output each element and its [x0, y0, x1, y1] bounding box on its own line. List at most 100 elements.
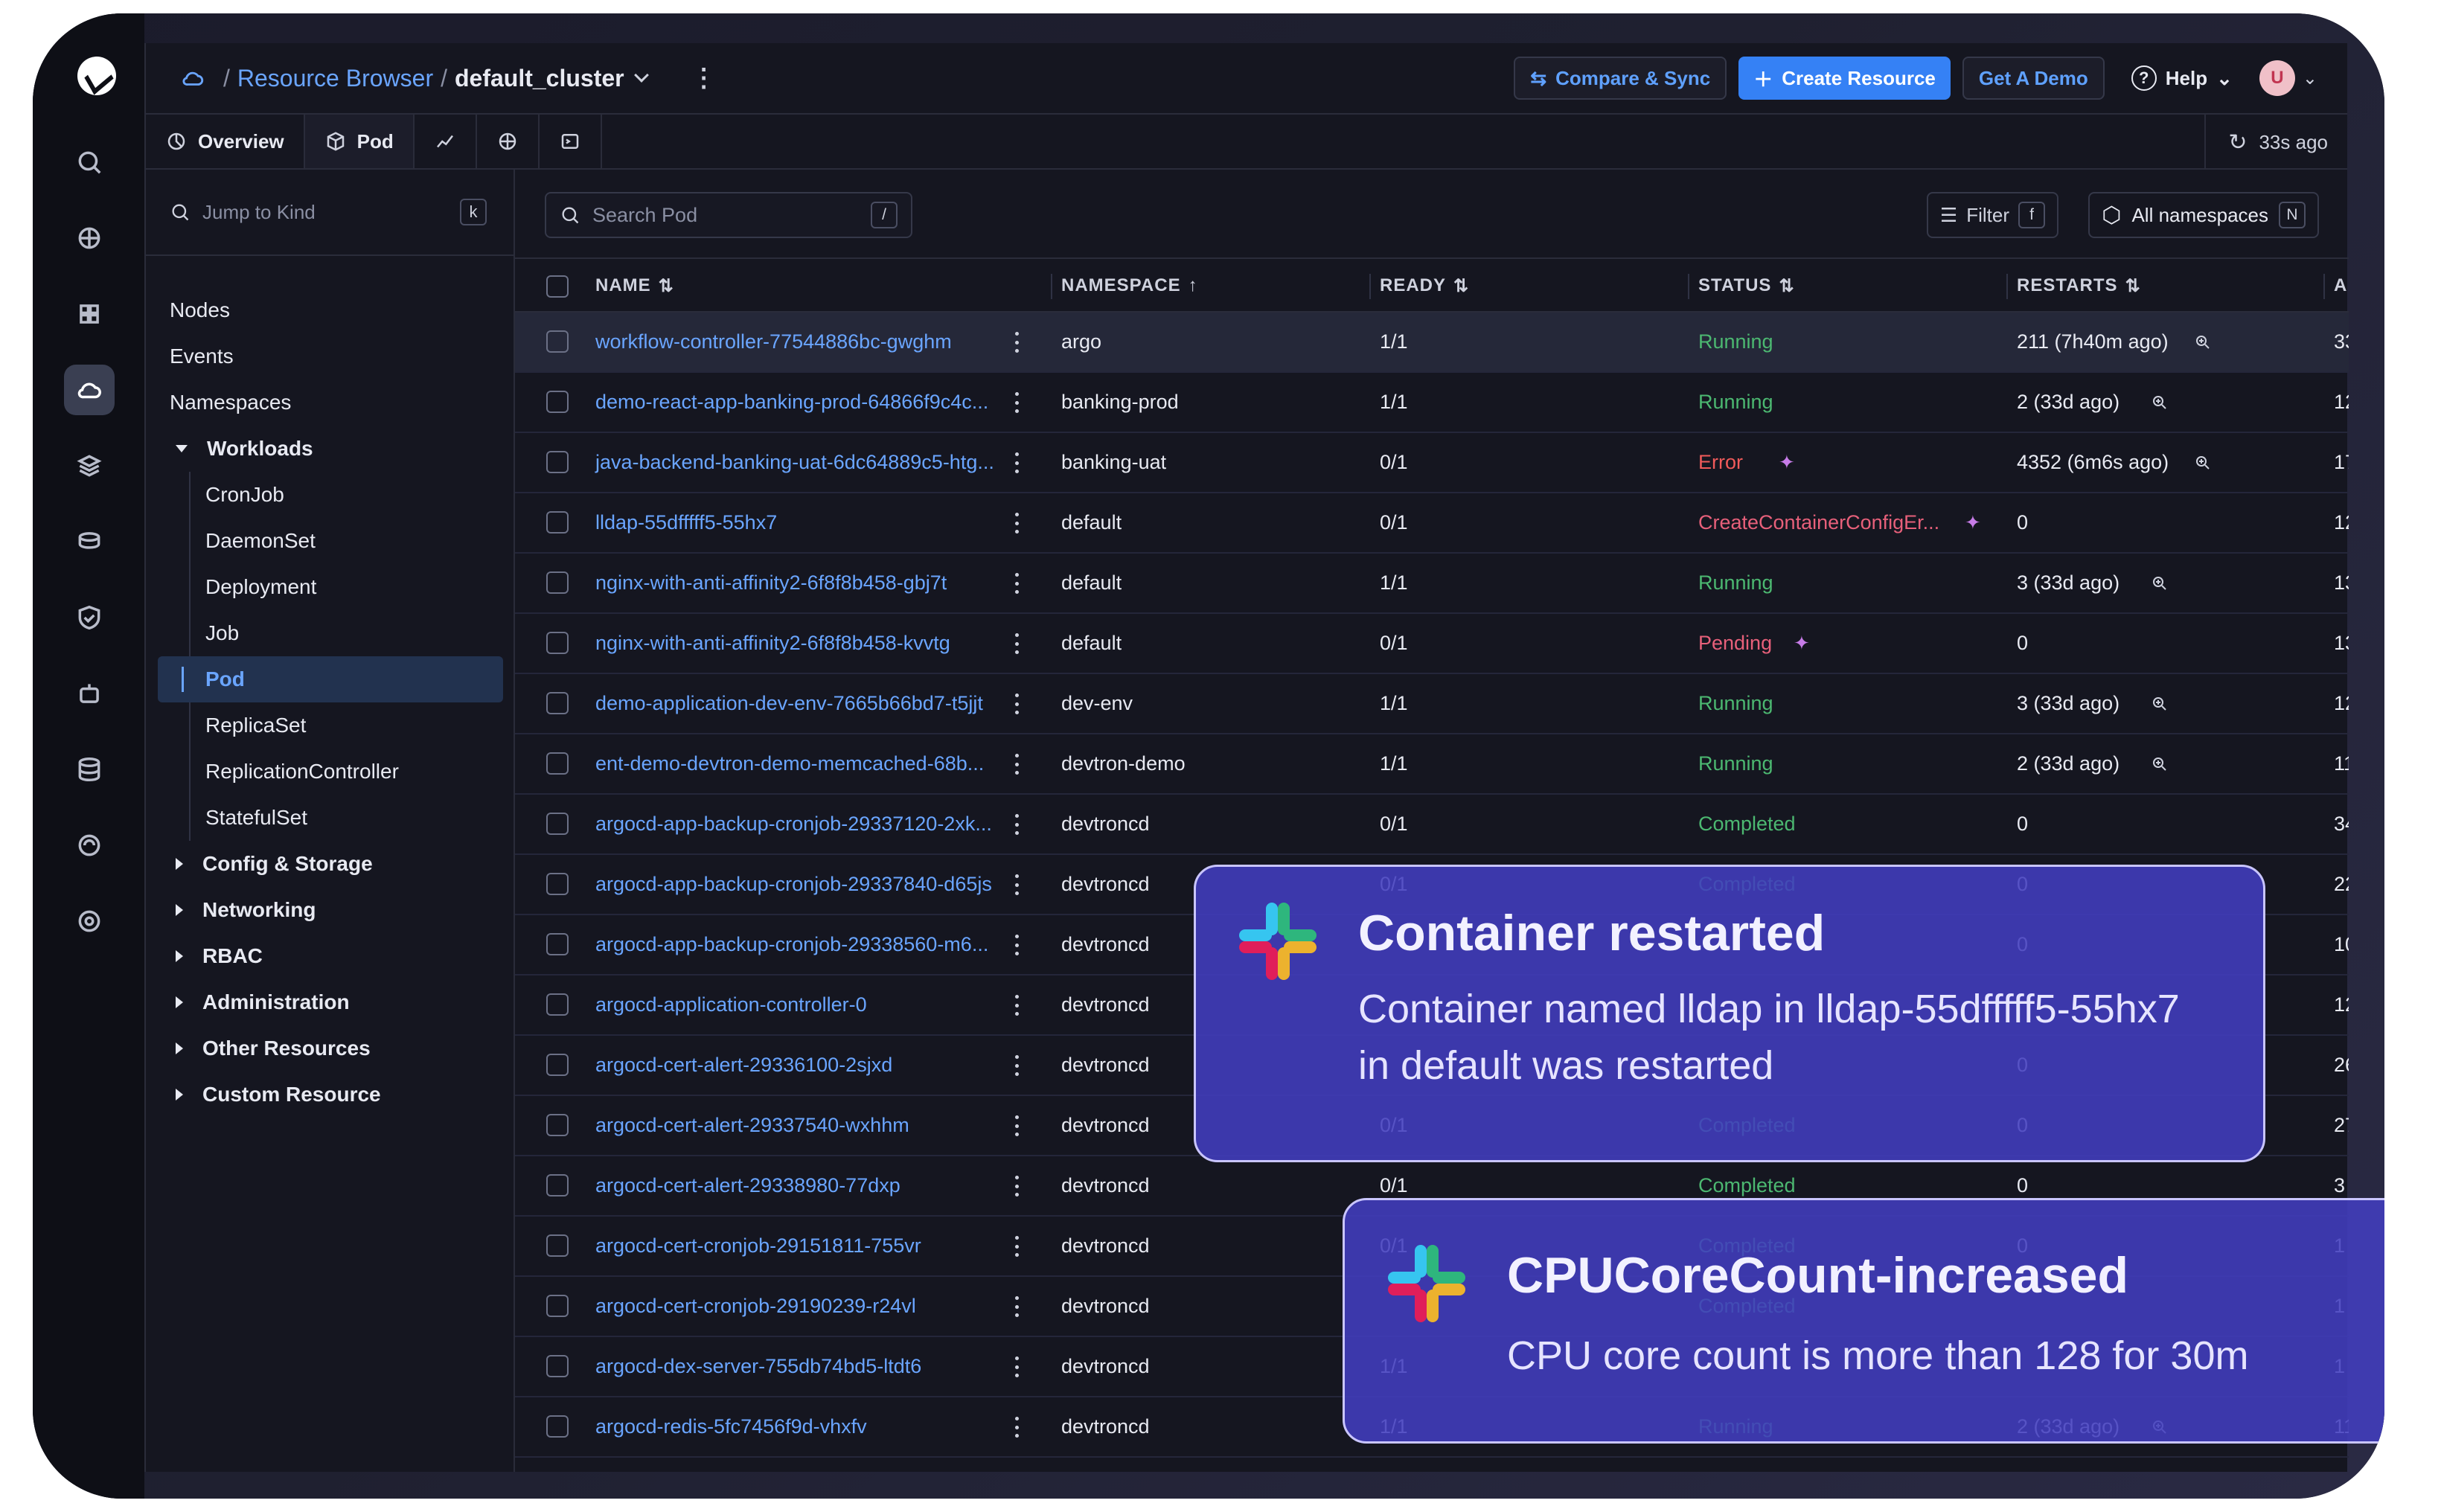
column-namespace[interactable]: NAMESPACE ↑	[1061, 259, 1198, 313]
sidebar-group-networking[interactable]: Networking	[176, 887, 316, 933]
select-all-checkbox[interactable]	[546, 275, 569, 298]
sidebar-item-job[interactable]: Job	[205, 621, 240, 644]
row-actions-icon[interactable]	[1015, 874, 1020, 895]
pod-name-link[interactable]: argocd-cert-alert-29336100-2sjxd	[595, 1054, 893, 1076]
row-actions-icon[interactable]	[1015, 814, 1020, 835]
pod-name-link[interactable]: argocd-dex-server-755db74bd5-ltdt6	[595, 1355, 922, 1377]
database-icon[interactable]	[64, 516, 115, 567]
ai-icon[interactable]	[64, 820, 115, 871]
pod-name-link[interactable]: ent-demo-devtron-demo-memcached-68b...	[595, 752, 985, 775]
slack-notification-cpu-core-count[interactable]: CPUCoreCount-increased CPU core count is…	[1343, 1198, 2384, 1444]
filter-button[interactable]: ☰ Filter f	[1926, 192, 2058, 238]
row-actions-icon[interactable]	[1015, 392, 1020, 413]
ai-sparkle-icon[interactable]: ✦	[1794, 632, 1810, 654]
jump-to-kind-input[interactable]: Jump to Kind k	[161, 189, 496, 235]
stack-icon[interactable]	[64, 441, 115, 491]
row-checkbox[interactable]	[546, 1355, 569, 1377]
row-checkbox[interactable]	[546, 1054, 569, 1076]
sidebar-group-workloads[interactable]: Workloads	[176, 426, 313, 472]
pod-name-link[interactable]: workflow-controller-77544886bc-gwghm	[595, 330, 952, 353]
zoom-in-icon[interactable]	[2143, 734, 2169, 793]
pod-name-link[interactable]: demo-react-app-banking-prod-64866f9c4c..…	[595, 391, 989, 413]
slack-notification-container-restarted[interactable]: Container restarted Container named llda…	[1194, 865, 2265, 1162]
row-actions-icon[interactable]	[1015, 1356, 1020, 1377]
pod-name-link[interactable]: argocd-cert-cronjob-29190239-r24vl	[595, 1295, 916, 1317]
table-row[interactable]: ent-demo-devtron-demo-memcached-68b... de…	[515, 734, 2349, 795]
sidebar-item-replicationcontroller[interactable]: ReplicationController	[205, 760, 399, 783]
sidebar-item-namespaces[interactable]: Namespaces	[170, 391, 292, 414]
search-icon[interactable]	[64, 137, 115, 188]
row-checkbox[interactable]	[546, 391, 569, 413]
tab-terminal[interactable]	[540, 115, 602, 168]
column-status[interactable]: STATUS ⇅	[1698, 259, 1795, 313]
sidebar-item-events[interactable]: Events	[170, 345, 234, 368]
row-checkbox[interactable]	[546, 1114, 569, 1136]
column-name[interactable]: NAME ⇅	[595, 259, 674, 313]
row-actions-icon[interactable]	[1015, 1055, 1020, 1076]
sidebar-item-statefulset[interactable]: StatefulSet	[205, 806, 307, 829]
sidebar-item-cronjob[interactable]: CronJob	[205, 483, 284, 506]
column-restarts[interactable]: RESTARTS ⇅	[2017, 259, 2141, 313]
bot-icon[interactable]	[64, 668, 115, 719]
row-checkbox[interactable]	[546, 752, 569, 775]
help-button[interactable]: ? Help ⌄	[2117, 57, 2248, 100]
pod-name-link[interactable]: argocd-cert-cronjob-29151811-755vr	[595, 1234, 921, 1257]
sidebar-item-pod[interactable]: Pod	[158, 656, 503, 702]
row-actions-icon[interactable]	[1015, 573, 1020, 594]
search-pod-input[interactable]: Search Pod /	[545, 192, 912, 238]
row-actions-icon[interactable]	[1015, 754, 1020, 775]
table-row[interactable]: argocd-app-backup-cronjob-29337120-2xk..…	[515, 795, 2349, 855]
chevron-down-icon[interactable]	[633, 68, 649, 83]
row-checkbox[interactable]	[546, 511, 569, 534]
pod-name-link[interactable]: argocd-application-controller-0	[595, 993, 867, 1016]
row-actions-icon[interactable]	[1015, 1236, 1020, 1257]
zoom-in-icon[interactable]	[2143, 674, 2169, 733]
ai-sparkle-icon[interactable]: ✦	[1779, 451, 1795, 473]
row-actions-icon[interactable]	[1015, 935, 1020, 955]
row-actions-icon[interactable]	[1015, 1115, 1020, 1136]
table-row[interactable]: java-backend-banking-uat-6dc64889c5-htg.…	[515, 433, 2349, 493]
table-row[interactable]: lldap-55dfffff5-55hx7 default 0/1 CreateCon…	[515, 493, 2349, 554]
row-actions-icon[interactable]	[1015, 693, 1020, 714]
row-checkbox[interactable]	[546, 873, 569, 895]
row-actions-icon[interactable]	[1015, 633, 1020, 654]
row-checkbox[interactable]	[546, 692, 569, 714]
pod-name-link[interactable]: argocd-app-backup-cronjob-29337120-2xk..…	[595, 813, 992, 835]
row-checkbox[interactable]	[546, 330, 569, 353]
row-checkbox[interactable]	[546, 1415, 569, 1438]
row-checkbox[interactable]	[546, 933, 569, 955]
cloud-icon[interactable]	[64, 365, 115, 415]
sidebar-item-deployment[interactable]: Deployment	[205, 575, 317, 598]
cluster-selector[interactable]: default_cluster	[454, 64, 624, 92]
ai-sparkle-icon[interactable]: ✦	[1965, 511, 1981, 534]
more-options-icon[interactable]: ⋮	[691, 64, 717, 92]
sidebar-item-nodes[interactable]: Nodes	[170, 298, 230, 321]
row-checkbox[interactable]	[546, 571, 569, 594]
compare-sync-button[interactable]: ⇆ Compare & Sync	[1514, 57, 1727, 100]
zoom-in-icon[interactable]	[2143, 554, 2169, 612]
row-actions-icon[interactable]	[1015, 995, 1020, 1016]
table-row[interactable]: demo-application-dev-env-7665b66bd7-t5jj…	[515, 674, 2349, 734]
sidebar-item-replicaset[interactable]: ReplicaSet	[205, 714, 307, 737]
devtron-logo-icon[interactable]	[77, 57, 116, 95]
pod-name-link[interactable]: demo-application-dev-env-7665b66bd7-t5jj…	[595, 692, 983, 714]
pod-name-link[interactable]: nginx-with-anti-affinity2-6f8f8b458-kvvt…	[595, 632, 950, 654]
avatar[interactable]: U	[2259, 60, 2295, 96]
table-row[interactable]: workflow-controller-77544886bc-gwghm argo…	[515, 313, 2349, 373]
table-row[interactable]: nginx-with-anti-affinity2-6f8f8b458-kvvt…	[515, 614, 2349, 674]
pod-name-link[interactable]: java-backend-banking-uat-6dc64889c5-htg.…	[595, 451, 994, 473]
pod-name-link[interactable]: argocd-redis-5fc7456f9d-vhxfv	[595, 1415, 867, 1438]
pod-name-link[interactable]: argocd-cert-alert-29337540-wxhhm	[595, 1114, 909, 1136]
zoom-in-icon[interactable]	[2186, 313, 2212, 371]
create-resource-button[interactable]: ＋ Create Resource	[1738, 57, 1951, 100]
sidebar-group-other-resources[interactable]: Other Resources	[176, 1025, 371, 1071]
row-checkbox[interactable]	[546, 632, 569, 654]
breadcrumb-resource-browser[interactable]: Resource Browser	[237, 64, 434, 92]
tab-pod[interactable]: Pod	[304, 115, 415, 168]
row-actions-icon[interactable]	[1015, 513, 1020, 534]
sidebar-group-custom-resource[interactable]: Custom Resource	[176, 1071, 381, 1118]
pod-name-link[interactable]: nginx-with-anti-affinity2-6f8f8b458-gbj7…	[595, 571, 947, 594]
tab-monitoring[interactable]	[415, 115, 477, 168]
sidebar-group-config-storage[interactable]: Config & Storage	[176, 841, 373, 887]
column-age[interactable]: A	[2334, 275, 2348, 295]
